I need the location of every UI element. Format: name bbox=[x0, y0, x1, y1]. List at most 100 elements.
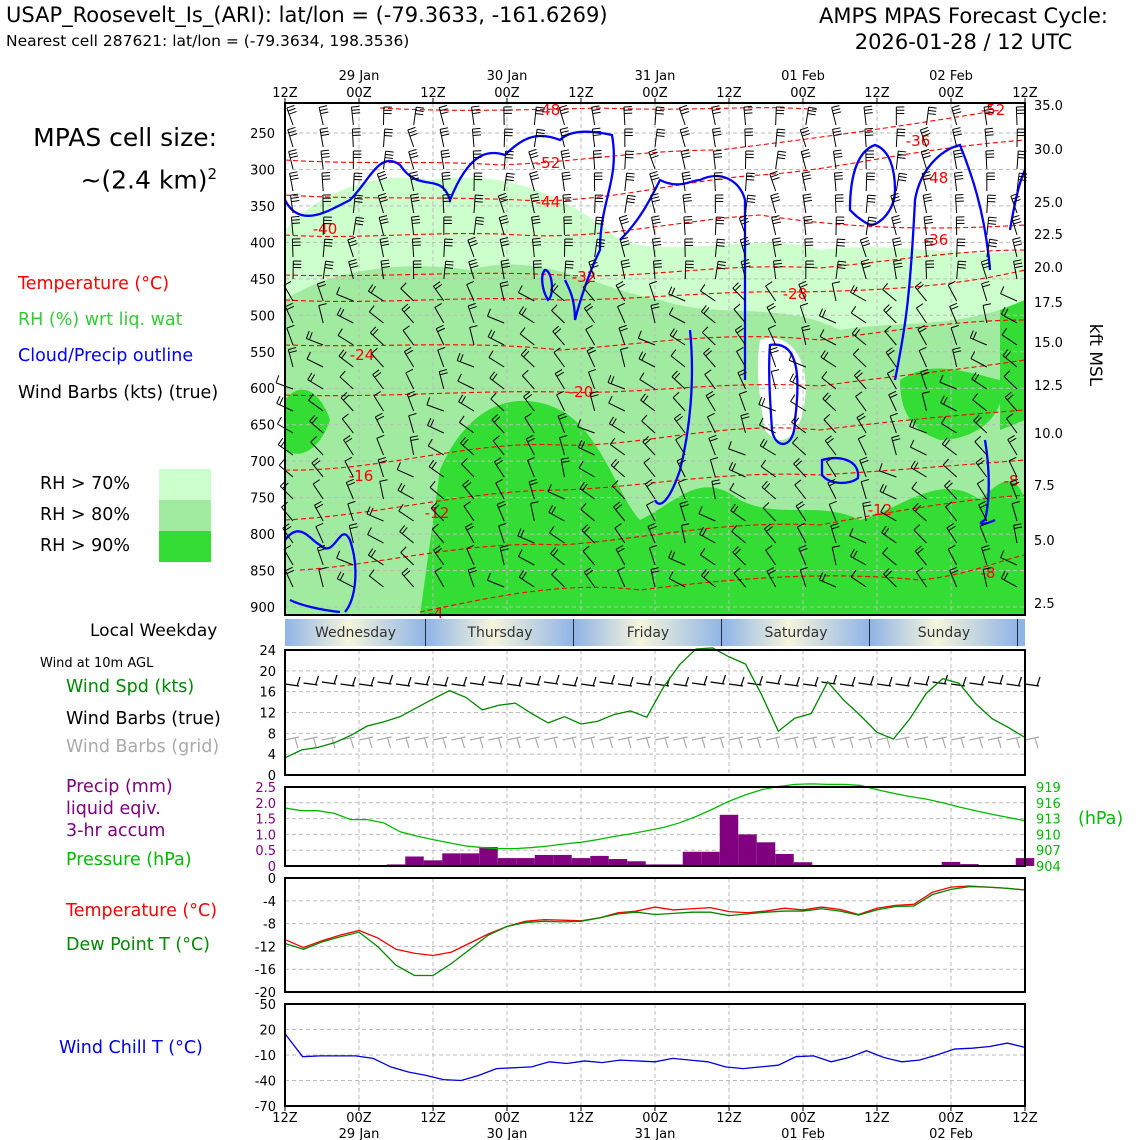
wind-barb bbox=[819, 329, 837, 346]
wind-barb bbox=[592, 149, 602, 170]
wind-barb bbox=[591, 127, 602, 148]
station-title: USAP_Roosevelt_Is_(ARI): lat/lon = (-79.… bbox=[6, 3, 608, 27]
wind-barb-grid bbox=[284, 736, 300, 749]
wind-barb bbox=[654, 128, 666, 148]
y-tick-label: -8 bbox=[263, 918, 276, 933]
wind-barb bbox=[311, 457, 324, 478]
wind-barb bbox=[714, 194, 724, 213]
wind-barb bbox=[766, 302, 777, 324]
wind-barb bbox=[518, 570, 535, 588]
wind-barb bbox=[287, 126, 298, 148]
wind-barb bbox=[377, 456, 387, 478]
wind-barb bbox=[439, 127, 450, 148]
wind-barb bbox=[824, 435, 837, 456]
wind-barb bbox=[408, 413, 417, 434]
wind-barb bbox=[823, 413, 837, 434]
wind-barb bbox=[495, 478, 505, 500]
top-time-tick-label: 12Z bbox=[272, 86, 298, 101]
wind-barb bbox=[318, 567, 327, 588]
wind-barb-true bbox=[617, 676, 634, 687]
wind-barb bbox=[578, 460, 595, 478]
wind-barb bbox=[976, 479, 988, 500]
wind-barb bbox=[953, 149, 963, 170]
wind-barb bbox=[460, 436, 475, 456]
wind-barb-grid bbox=[617, 736, 633, 749]
wind-barb bbox=[738, 214, 750, 236]
legend-rh90-swatch bbox=[159, 531, 211, 562]
wind-barb-true bbox=[395, 676, 412, 687]
wind-barb bbox=[379, 479, 388, 500]
wind-barb bbox=[852, 348, 867, 368]
wind-barb bbox=[940, 395, 957, 412]
wind-barb bbox=[890, 192, 901, 214]
wind-barb bbox=[398, 504, 414, 522]
wind-barb bbox=[1013, 523, 1023, 544]
y-tick-label: 20 bbox=[259, 1024, 276, 1039]
wind-barb bbox=[973, 414, 988, 434]
pressure-tick-label: 850 bbox=[250, 565, 275, 580]
wind-barb bbox=[953, 171, 964, 192]
wind-barb bbox=[668, 307, 686, 324]
wind-barb-grid bbox=[654, 736, 670, 749]
wind-barb bbox=[949, 302, 959, 324]
wind-barb-grid bbox=[543, 736, 559, 749]
cell-size-value: ~(2.4 km) bbox=[80, 165, 208, 195]
wind-barb bbox=[609, 437, 626, 456]
cell-size-line1: MPAS cell size: bbox=[33, 123, 217, 152]
precip-panel-background bbox=[285, 787, 1025, 866]
y-tick-label: 4 bbox=[268, 748, 276, 763]
bottom-date-label: 01 Feb bbox=[781, 1127, 825, 1140]
weekday-strip: Wednesday Thursday Friday Saturday Sunday bbox=[285, 619, 1025, 646]
top-date-label: 30 Jan bbox=[487, 69, 528, 84]
wind-speed-panel-frame bbox=[284, 649, 1026, 776]
wind-barb bbox=[947, 544, 958, 566]
wind-barb bbox=[880, 504, 897, 522]
top-date-label: 29 Jan bbox=[339, 69, 380, 84]
wind-barb bbox=[680, 523, 690, 544]
kft-tick-label: 17.5 bbox=[1034, 296, 1063, 311]
wind-barb bbox=[532, 260, 542, 280]
bottom-time-tick-label: 12Z bbox=[272, 1111, 298, 1126]
wind-barb bbox=[641, 414, 656, 434]
wind-barb bbox=[941, 437, 957, 456]
wind-barb bbox=[517, 285, 535, 302]
wind-barb bbox=[835, 216, 845, 236]
wind-barb bbox=[316, 544, 327, 566]
temperature-contour-label: -36 bbox=[924, 231, 949, 249]
wind-barb bbox=[881, 525, 897, 544]
wind-barb-grid bbox=[710, 736, 725, 749]
pressure-unit-label: (hPa) bbox=[1078, 809, 1124, 829]
temperature-contour-label: -48 bbox=[924, 169, 949, 187]
wind-barb bbox=[831, 545, 841, 566]
pressure-tick-label: 500 bbox=[250, 309, 275, 324]
wind-barb bbox=[745, 194, 756, 214]
wind-barb bbox=[396, 462, 414, 478]
wind-barb bbox=[564, 260, 574, 280]
wind-barb bbox=[801, 325, 811, 346]
wind-barb bbox=[560, 149, 571, 170]
y-tick-label: -10 bbox=[255, 1049, 276, 1064]
wind-barb bbox=[864, 127, 874, 148]
wind-barb bbox=[458, 394, 475, 412]
wind-barb bbox=[468, 258, 479, 280]
wind-barb-grid bbox=[488, 736, 503, 749]
wind-barb bbox=[580, 502, 595, 522]
wind-barb bbox=[617, 566, 626, 588]
wind-barb-true bbox=[1006, 676, 1023, 687]
wind-barb-true bbox=[802, 676, 819, 687]
wind-barb bbox=[891, 215, 902, 236]
bottom-time-tick-label: 12Z bbox=[420, 1111, 446, 1126]
wind-barb bbox=[1000, 286, 1018, 302]
wind-barb-true bbox=[340, 676, 357, 687]
wind-barb bbox=[1001, 328, 1018, 346]
wind-barb bbox=[744, 128, 754, 148]
wind-barb bbox=[456, 352, 475, 368]
wind-barb bbox=[292, 260, 302, 280]
wind-barb bbox=[647, 522, 657, 544]
wind-barb bbox=[980, 258, 992, 280]
wind-barb bbox=[427, 417, 445, 434]
wind-barb bbox=[831, 105, 842, 126]
wind-barb bbox=[638, 351, 656, 368]
wind-barb bbox=[944, 480, 958, 500]
wind-barb-grid bbox=[451, 736, 466, 749]
